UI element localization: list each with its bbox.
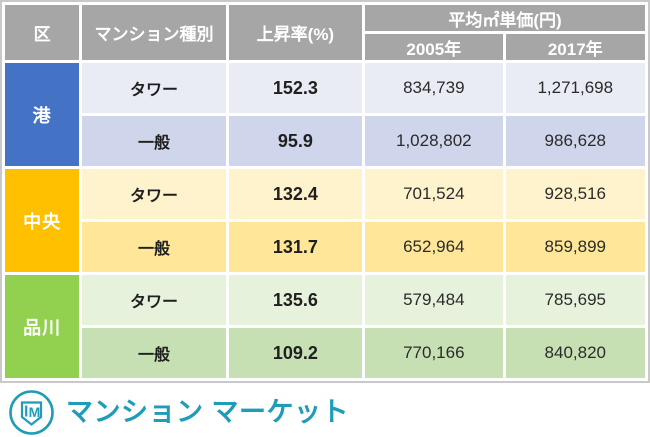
rate-cell: 152.3 (228, 63, 363, 113)
type-cell: タワー (82, 275, 226, 325)
type-cell: タワー (82, 63, 226, 113)
header-price-2017: 2017年 (505, 34, 645, 60)
rate-cell: 109.2 (228, 328, 363, 378)
header-price-group: 平均㎡単価(円) (365, 5, 645, 31)
header-ward: 区 (5, 5, 80, 60)
type-cell: 一般 (82, 222, 226, 272)
rate-cell: 132.4 (228, 169, 363, 219)
price-2017-cell: 785,695 (505, 275, 645, 325)
table-row-minato-tower: 港 タワー 152.3 834,739 1,271,698 (5, 63, 645, 166)
logo-letter: M (29, 404, 41, 420)
price-2005-cell: 652,964 (365, 222, 503, 272)
header-row-main: 区 マンション種別 上昇率(%) 平均㎡単価(円) (5, 5, 645, 60)
ward-cell-chuo: 中央 (5, 169, 80, 272)
type-cell: 一般 (82, 116, 226, 166)
price-2005-cell: 1,028,802 (365, 116, 503, 166)
header-rate: 上昇率(%) (228, 5, 363, 60)
rate-cell: 95.9 (228, 116, 363, 166)
type-cell: 一般 (82, 328, 226, 378)
price-2005-cell: 770,166 (365, 328, 503, 378)
header-price-2005: 2005年 (365, 34, 503, 60)
ward-cell-minato: 港 (5, 63, 80, 166)
header-type: マンション種別 (82, 5, 226, 60)
rate-cell: 131.7 (228, 222, 363, 272)
header-row-years: 2005年 2017年 (5, 34, 645, 60)
table-row-chuo-tower: 中央 タワー 132.4 701,524 928,516 (5, 169, 645, 272)
price-2017-cell: 840,820 (505, 328, 645, 378)
table-row-minato-general: 一般 95.9 1,028,802 986,628 (5, 116, 645, 166)
ward-cell-shinagawa: 品川 (5, 275, 80, 378)
table-row-chuo-general: 一般 131.7 652,964 859,899 (5, 222, 645, 272)
price-2005-cell: 701,524 (365, 169, 503, 219)
price-2017-cell: 986,628 (505, 116, 645, 166)
rate-cell: 135.6 (228, 275, 363, 325)
price-table: 区 マンション種別 上昇率(%) 平均㎡単価(円) 2005年 2017年 港 … (0, 0, 650, 383)
price-2017-cell: 1,271,698 (505, 63, 645, 113)
brand-name: マンション マーケット (66, 397, 350, 427)
price-2017-cell: 928,516 (505, 169, 645, 219)
table-row-shinagawa-tower: 品川 タワー 135.6 579,484 785,695 (5, 275, 645, 378)
type-cell: タワー (82, 169, 226, 219)
mansion-market-logo-icon: M (9, 389, 54, 435)
price-2005-cell: 579,484 (365, 275, 503, 325)
table-row-shinagawa-general: 一般 109.2 770,166 840,820 (5, 328, 645, 378)
price-2005-cell: 834,739 (365, 63, 503, 113)
brand-footer: M マンション マーケット (8, 388, 349, 436)
price-2017-cell: 859,899 (505, 222, 645, 272)
